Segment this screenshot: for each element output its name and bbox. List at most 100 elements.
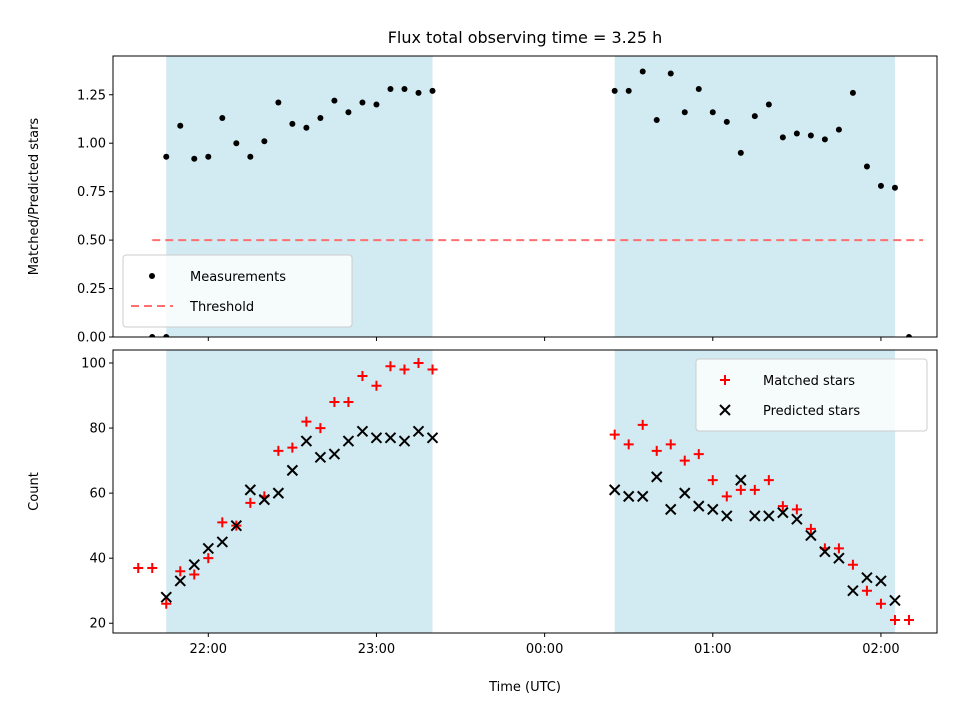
y-tick-label: 100: [81, 357, 106, 372]
y-axis-title: Count: [27, 472, 42, 511]
predicted-stars-series: [160, 425, 901, 607]
legend-marker-predicted: [719, 404, 731, 416]
predicted-point: [230, 519, 243, 532]
measurement-point: [331, 97, 338, 104]
measurement-point: [191, 155, 198, 162]
matched-point: [399, 364, 410, 375]
y-tick-label: 0.25: [77, 282, 106, 297]
predicted-point: [861, 571, 873, 584]
matched-point: [329, 397, 340, 408]
measurement-point: [625, 87, 632, 94]
y-tick-label: 1.25: [77, 88, 106, 103]
matched-point: [385, 361, 396, 372]
y-tick-label: 0.00: [77, 331, 106, 346]
measurement-point: [835, 126, 842, 133]
measurement-point: [205, 153, 212, 160]
predicted-point: [665, 503, 677, 516]
measurements-series: [149, 68, 912, 337]
x-tick-label: 00:00: [526, 642, 563, 657]
predicted-point: [314, 451, 327, 464]
matched-point: [721, 491, 732, 502]
y-axis-title: Matched/Predicted stars: [27, 118, 42, 276]
matched-point: [161, 598, 172, 609]
measurement-point: [429, 87, 436, 94]
measurement-point: [219, 115, 226, 122]
measurement-point: [177, 122, 184, 129]
measurement-point: [261, 138, 268, 145]
matched-point: [833, 543, 844, 554]
predicted-point: [370, 432, 383, 444]
predicted-point: [160, 591, 172, 603]
matched-point: [777, 501, 788, 512]
matched-point: [427, 364, 438, 375]
y-tick-label: 80: [89, 422, 106, 437]
matched-point: [791, 504, 802, 515]
measurement-point: [793, 130, 800, 137]
y-tick-label: 0.50: [77, 234, 106, 249]
measurement-point: [317, 115, 324, 122]
predicted-point: [174, 575, 186, 587]
matched-point: [693, 449, 704, 460]
matched-point: [287, 442, 298, 453]
y-tick-label: 0.75: [77, 185, 106, 200]
matched-point: [357, 371, 368, 382]
x-tick-label: 23:00: [358, 642, 395, 657]
measurement-point: [765, 101, 772, 108]
legend-label: Measurements: [190, 270, 286, 285]
matched-point: [679, 455, 690, 466]
measurement-point: [401, 85, 408, 92]
matched-point: [245, 497, 256, 508]
x-tick-label: 01:00: [694, 642, 731, 657]
predicted-point: [244, 484, 257, 496]
x-tick-label: 22:00: [190, 642, 227, 657]
predicted-point: [707, 503, 719, 516]
matched-point: [315, 423, 326, 434]
predicted-point: [426, 432, 439, 444]
predicted-point: [608, 484, 621, 496]
matched-point: [763, 475, 774, 486]
x-tick-label: 02:00: [862, 642, 899, 657]
predicted-point: [342, 435, 355, 447]
measurement-point: [359, 99, 366, 106]
data-marks: [149, 68, 923, 337]
matched-point: [889, 614, 900, 625]
matched-point: [203, 553, 214, 564]
predicted-point: [763, 510, 775, 522]
measurement-point: [695, 85, 702, 92]
measurement-point: [821, 136, 828, 143]
predicted-point: [637, 490, 649, 503]
matched-point: [413, 358, 424, 369]
legend-label: Matched stars: [763, 374, 855, 389]
y-tick-label: 20: [89, 617, 106, 632]
matched-point: [861, 585, 872, 596]
matched-point: [623, 439, 634, 450]
y-tick-label: 1.00: [77, 137, 106, 152]
measurement-point: [373, 101, 380, 108]
predicted-point: [651, 471, 663, 483]
predicted-point: [398, 435, 411, 447]
y-tick-label: 60: [89, 487, 106, 502]
matched-point: [707, 475, 718, 486]
measurement-point: [639, 68, 646, 75]
ratio-panel: 0.00 0.25 0.50 0.75 1.00 1.25 Matched/Predicte…: [27, 55, 938, 346]
predicted-point: [791, 513, 803, 525]
matched-point: [301, 416, 312, 427]
matched-point: [903, 614, 914, 625]
predicted-point: [188, 558, 200, 571]
predicted-point: [889, 594, 901, 607]
matched-point: [875, 598, 886, 609]
measurement-point: [863, 163, 870, 170]
measurement-point: [415, 89, 422, 96]
measurement-point: [681, 109, 688, 116]
predicted-point: [833, 552, 845, 564]
predicted-point: [693, 500, 705, 512]
legend: Matched stars Predicted stars: [695, 358, 928, 432]
predicted-point: [847, 585, 859, 597]
measurement-point: [233, 140, 240, 147]
measurement-point: [653, 116, 660, 123]
measurement-point: [891, 184, 898, 191]
measurement-point: [779, 134, 786, 141]
matched-point: [217, 517, 228, 528]
measurement-point: [387, 85, 394, 92]
